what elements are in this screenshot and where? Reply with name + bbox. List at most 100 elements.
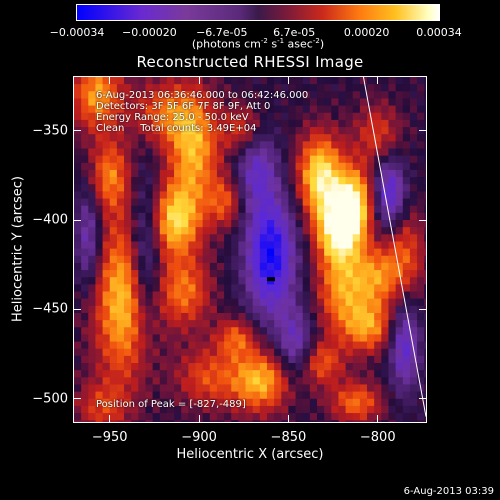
heatmap-cell bbox=[131, 384, 139, 393]
heatmap-cell bbox=[409, 391, 418, 400]
heatmap-cell bbox=[124, 341, 132, 350]
heatmap-cell bbox=[138, 148, 147, 157]
heatmap-cell bbox=[317, 184, 325, 192]
heatmap-cell bbox=[138, 205, 147, 214]
heatmap-cell bbox=[317, 312, 325, 321]
heatmap-cell bbox=[338, 112, 347, 121]
heatmap-cell bbox=[174, 391, 182, 400]
heatmap-cell bbox=[216, 327, 225, 336]
heatmap-cell bbox=[317, 220, 325, 228]
heatmap-cell bbox=[152, 255, 161, 264]
heatmap-cell bbox=[181, 355, 189, 364]
heatmap-cell bbox=[345, 119, 354, 128]
heatmap-cell bbox=[388, 327, 397, 336]
heatmap-cell bbox=[174, 248, 182, 257]
heatmap-cell bbox=[245, 391, 254, 400]
heatmap-cell bbox=[124, 327, 132, 336]
heatmap-cell bbox=[145, 212, 154, 221]
heatmap-cell bbox=[81, 341, 89, 350]
heatmap-cell bbox=[81, 391, 89, 400]
heatmap-cell bbox=[381, 384, 390, 393]
heatmap-cell bbox=[109, 262, 118, 271]
heatmap-cell bbox=[252, 384, 261, 393]
heatmap-cell bbox=[188, 84, 197, 92]
heatmap-cell bbox=[288, 227, 297, 235]
heatmap-cell bbox=[131, 327, 139, 336]
heatmap-cell bbox=[145, 377, 154, 386]
heatmap-cell bbox=[259, 391, 268, 400]
heatmap-cell bbox=[116, 334, 125, 343]
heatmap-cell bbox=[81, 98, 89, 107]
heatmap-cell bbox=[116, 191, 125, 200]
heatmap-cell bbox=[252, 220, 261, 228]
heatmap-cell bbox=[395, 284, 404, 293]
heatmap-cell bbox=[152, 184, 161, 192]
heatmap-cell bbox=[166, 205, 175, 214]
heatmap-cell bbox=[95, 355, 104, 364]
heatmap-cell bbox=[367, 177, 375, 185]
heatmap-cell bbox=[124, 105, 132, 114]
heatmap-cell bbox=[124, 312, 132, 321]
heatmap-cell bbox=[424, 277, 426, 285]
heatmap-cell bbox=[266, 184, 275, 192]
heatmap-cell bbox=[88, 177, 97, 185]
heatmap-cell bbox=[152, 398, 161, 407]
heatmap-cell bbox=[352, 177, 361, 185]
heatmap-cell bbox=[231, 105, 239, 114]
heatmap-cell bbox=[138, 377, 147, 386]
heatmap-cell bbox=[81, 134, 89, 142]
heatmap-cell bbox=[88, 184, 97, 192]
heatmap-cell bbox=[252, 370, 261, 378]
heatmap-cell bbox=[331, 198, 340, 207]
heatmap-cell bbox=[359, 363, 368, 371]
heatmap-cell bbox=[195, 248, 204, 257]
heatmap-cell bbox=[116, 198, 125, 207]
heatmap-cell bbox=[395, 127, 404, 135]
heatmap-cell bbox=[317, 77, 325, 85]
heatmap-cell bbox=[281, 119, 290, 128]
heatmap-cell bbox=[131, 220, 139, 228]
heatmap-cell bbox=[195, 155, 204, 164]
heatmap-cell bbox=[317, 127, 325, 135]
heatmap-cell bbox=[95, 298, 104, 307]
heatmap-cell bbox=[202, 198, 211, 207]
heatmap-cell bbox=[102, 312, 111, 321]
heatmap-cell bbox=[266, 198, 275, 207]
heatmap-cell bbox=[266, 348, 275, 357]
heatmap-cell bbox=[338, 77, 347, 85]
heatmap-cell bbox=[88, 405, 97, 414]
heatmap-cell bbox=[424, 212, 426, 221]
heatmap-cell bbox=[159, 148, 168, 157]
heatmap-cell bbox=[338, 198, 347, 207]
heatmap-cell bbox=[395, 169, 404, 178]
heatmap-cell bbox=[145, 119, 154, 128]
heatmap-cell bbox=[374, 91, 382, 100]
heatmap-cell bbox=[109, 291, 118, 300]
heatmap-cell bbox=[295, 327, 304, 336]
heatmap-cell bbox=[345, 205, 354, 214]
heatmap-cell bbox=[381, 320, 390, 328]
heatmap-cell bbox=[88, 312, 97, 321]
heatmap-cell bbox=[124, 148, 132, 157]
heatmap-cell bbox=[259, 77, 268, 85]
heatmap-cell bbox=[359, 413, 368, 421]
heatmap-cell bbox=[245, 234, 254, 243]
heatmap-cell bbox=[224, 169, 232, 178]
heatmap-cell bbox=[402, 169, 411, 178]
heatmap-cell bbox=[138, 384, 147, 393]
heatmap-cell bbox=[181, 184, 189, 192]
heatmap-cell bbox=[188, 155, 197, 164]
heatmap-cell bbox=[359, 148, 368, 157]
heatmap-cell bbox=[317, 413, 325, 421]
heatmap-cell bbox=[252, 155, 261, 164]
heatmap-cell bbox=[359, 119, 368, 128]
heatmap-cell bbox=[124, 220, 132, 228]
heatmap-cell bbox=[95, 248, 104, 257]
heatmap-cell bbox=[195, 284, 204, 293]
heatmap-cell bbox=[188, 119, 197, 128]
heatmap-cell bbox=[81, 77, 89, 85]
heatmap-cell bbox=[245, 377, 254, 386]
heatmap-cell bbox=[216, 363, 225, 371]
heatmap-cell bbox=[131, 341, 139, 350]
heatmap-cell bbox=[381, 305, 390, 314]
